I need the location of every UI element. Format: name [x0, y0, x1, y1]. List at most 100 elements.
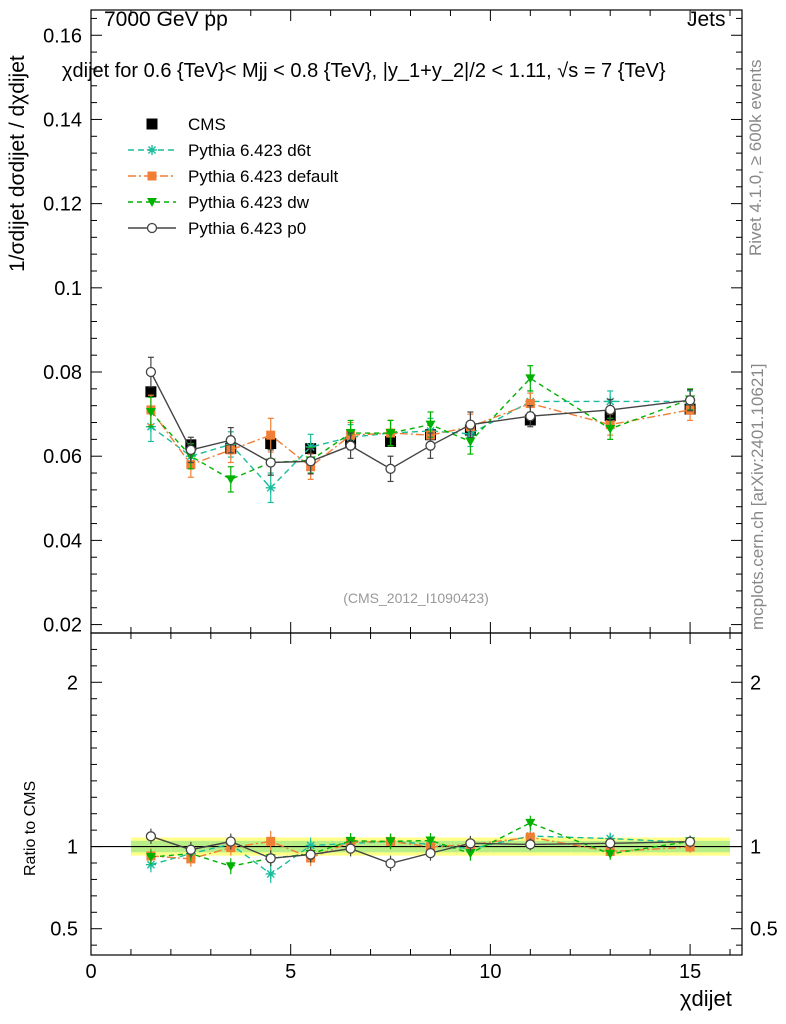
x-axis-label-text: χdijet — [680, 986, 732, 1011]
ratio-point — [684, 836, 696, 847]
ratio-tick-label-right: 2 — [750, 672, 761, 694]
ratio-axis-label: Ratio to CMS — [22, 781, 40, 876]
series-point — [425, 420, 436, 430]
watermark: (CMS_2012_I1090423) — [343, 590, 489, 606]
series-point — [305, 441, 316, 452]
axis-ticks — [90, 10, 742, 955]
series-point — [145, 408, 156, 418]
ratio-point — [465, 849, 476, 859]
legend-label: Pythia 6.423 dw — [188, 193, 310, 212]
ratio-point — [305, 849, 316, 860]
ratio-point — [225, 862, 236, 872]
mcplots-label: mcplots.cern.ch [arXiv:2401.10621] — [748, 363, 767, 630]
series-point — [525, 411, 536, 422]
ratio-point — [145, 859, 156, 870]
ratio-frame — [90, 632, 743, 956]
tick-labels: 0 5 10 15 0.02 0.04 0.06 0.08 0.1 0.12 0.14 0.16 0.5… — [43, 25, 778, 983]
legend-label: Pythia 6.423 p0 — [188, 219, 306, 238]
ratio-point — [225, 836, 236, 847]
ratio-point — [265, 853, 276, 864]
ratio-tick-label-right: 1 — [750, 837, 761, 859]
ratio-point — [185, 844, 196, 855]
series-point — [525, 374, 536, 384]
ratio-axis-label-text: Ratio to CMS — [22, 780, 39, 876]
y-tick-label: 0.08 — [43, 362, 82, 384]
legend-marker — [146, 222, 158, 234]
series-line — [150, 402, 691, 468]
ratio-line — [150, 822, 691, 867]
series-point — [605, 404, 616, 416]
ratio-point — [265, 868, 276, 879]
header-right: Jets — [687, 8, 726, 31]
ratio-point — [145, 831, 157, 842]
ratio-point — [345, 843, 356, 854]
y-tick-label: 0.1 — [54, 278, 82, 300]
ratio-point — [465, 838, 476, 849]
ratio-line — [150, 835, 691, 865]
series-point — [225, 435, 236, 446]
series-point — [265, 482, 276, 493]
series-line — [150, 400, 691, 489]
y-tick-label: 0.02 — [43, 615, 82, 637]
series-point — [225, 475, 236, 485]
y-tick-label: 0.14 — [43, 109, 82, 131]
x-axis-label: χdijet — [680, 986, 732, 1012]
legend-cms-label: CMS — [188, 115, 226, 134]
ratio-point — [525, 818, 536, 828]
x-tick-label: 10 — [479, 961, 501, 983]
x-tick-label: 5 — [285, 961, 296, 983]
series-point — [605, 424, 616, 434]
series-point — [465, 419, 476, 430]
ratio-tick-label: 0.5 — [50, 919, 78, 941]
ratio-point — [525, 839, 536, 850]
ratio-point — [605, 838, 616, 849]
series-point — [345, 440, 356, 451]
series-line — [150, 371, 691, 470]
legend: CMS Pythia 6.423 d6t Pythia 6.423 default P… — [128, 115, 339, 238]
ratio-tick-label: 2 — [67, 672, 78, 694]
legend-marker — [147, 145, 157, 155]
legend-label: Pythia 6.423 default — [188, 167, 339, 186]
main-frame — [90, 9, 743, 634]
ratio-point — [385, 837, 396, 847]
series-point — [265, 457, 276, 468]
ratio-point — [266, 836, 276, 846]
ratio-point — [145, 853, 156, 863]
series-point — [425, 440, 436, 451]
ratio-point — [605, 849, 616, 859]
series-pythia-6-423-dw — [145, 365, 696, 493]
legend-marker — [147, 171, 157, 181]
y-axis-label-text: 1/σdijet dσdijet / dχdijet — [6, 55, 29, 272]
x-tick-label: 15 — [679, 961, 701, 983]
series-point — [385, 429, 396, 439]
series-point — [684, 395, 696, 406]
series-point — [185, 444, 196, 456]
plot-title-text: χdijet for 0.6 {TeV}< Mjj < 0.8 {TeV}, |… — [62, 60, 666, 82]
series-point — [266, 430, 276, 440]
rivet-label: Rivet 4.1.0, ≥ 600k events — [746, 59, 765, 256]
y-tick-label: 0.06 — [43, 446, 82, 468]
header-left: 7000 GeV pp — [104, 8, 228, 31]
y-tick-label: 0.16 — [43, 25, 82, 47]
data-series — [145, 356, 696, 884]
y-tick-label: 0.12 — [43, 194, 82, 216]
cms-point — [145, 386, 157, 398]
ratio-point — [425, 847, 436, 859]
series-point — [525, 399, 535, 409]
series-point — [145, 366, 157, 378]
y-tick-label: 0.04 — [43, 530, 82, 552]
legend-cms-marker — [146, 118, 158, 130]
ratio-point — [525, 832, 535, 842]
ratio-tick-label-right: 0.5 — [750, 919, 778, 941]
x-tick-label: 0 — [85, 961, 96, 983]
ratio-point — [385, 858, 396, 869]
series-pythia-6-423-p0 — [145, 356, 696, 483]
series-point — [305, 456, 316, 467]
ratio-line — [150, 836, 691, 860]
y-axis-label: 1/σdijet dσdijet / dχdijet — [6, 55, 30, 272]
ratio-point — [305, 840, 316, 851]
ratio-pythia-6-423-p0 — [145, 828, 696, 872]
series-point — [385, 463, 396, 474]
series-point — [465, 437, 476, 447]
